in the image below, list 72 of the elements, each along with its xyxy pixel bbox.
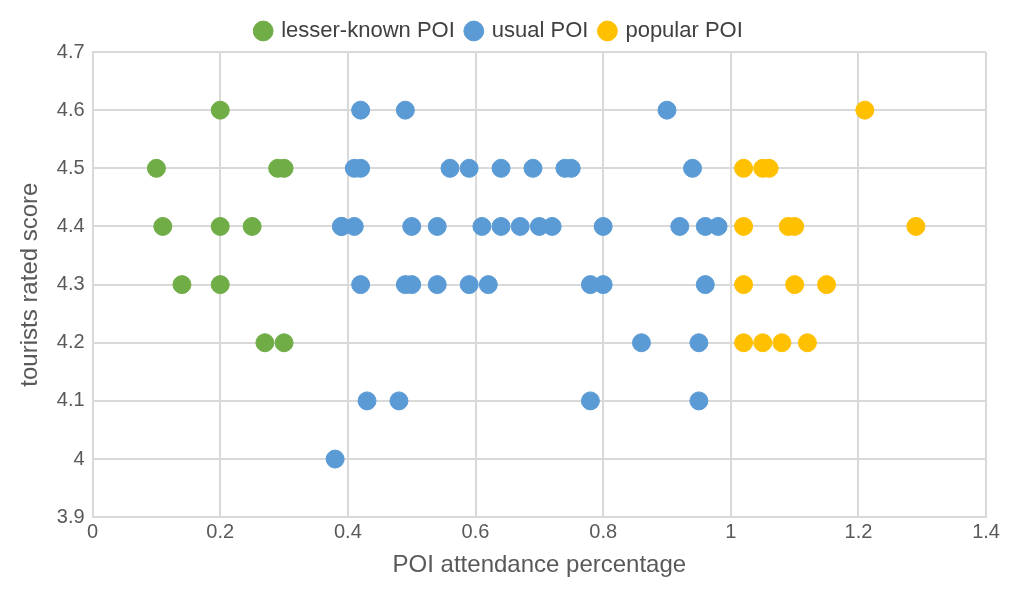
- point: [785, 275, 805, 295]
- point: [274, 333, 294, 353]
- point: [906, 216, 926, 236]
- point: [695, 275, 715, 295]
- point: [491, 216, 511, 236]
- point: [210, 275, 230, 295]
- point: [753, 333, 773, 353]
- y-tick-label: 4.3: [56, 272, 85, 295]
- point: [351, 100, 371, 120]
- point: [395, 100, 415, 120]
- point: [708, 216, 728, 236]
- y-axis-title: tourists rated score: [15, 182, 43, 387]
- point: [402, 216, 422, 236]
- y-tick-label: 4: [73, 446, 85, 469]
- point: [459, 158, 479, 178]
- point: [351, 275, 371, 295]
- point: [593, 216, 613, 236]
- point: [491, 158, 511, 178]
- point: [734, 158, 754, 178]
- point: [255, 333, 275, 353]
- x-tick-label: 1.4: [972, 519, 1000, 542]
- legend-label: lesser-known POI: [281, 17, 455, 43]
- point: [689, 333, 709, 353]
- point: [657, 100, 677, 120]
- point: [478, 275, 498, 295]
- point: [472, 216, 492, 236]
- point: [210, 216, 230, 236]
- x-tick-label: 1: [725, 519, 737, 542]
- y-tick-label: 4.7: [56, 39, 85, 62]
- point: [242, 216, 262, 236]
- point: [427, 275, 447, 295]
- y-tick-label: 4.4: [56, 213, 85, 236]
- y-tick-label: 4.1: [56, 388, 85, 411]
- x-axis-title: POI attendance percentage: [392, 550, 687, 578]
- x-tick-label: 0.2: [206, 519, 235, 542]
- point: [689, 391, 709, 411]
- point: [510, 216, 530, 236]
- legend-label: usual POI: [491, 17, 589, 43]
- point: [734, 216, 754, 236]
- x-tick-label: 0.6: [461, 519, 490, 542]
- point: [146, 158, 166, 178]
- point: [172, 275, 192, 295]
- point: [459, 275, 479, 295]
- point: [325, 449, 345, 469]
- point: [817, 275, 837, 295]
- y-tick-label: 4.6: [56, 97, 85, 120]
- point: [631, 333, 651, 353]
- point: [855, 100, 875, 120]
- point: [772, 333, 792, 353]
- point: [580, 391, 600, 411]
- x-tick-label: 0: [87, 519, 99, 542]
- point: [210, 100, 230, 120]
- point: [734, 275, 754, 295]
- point: [797, 333, 817, 353]
- legend-label: popular POI: [625, 17, 743, 43]
- x-tick-label: 0.4: [333, 519, 362, 542]
- point: [440, 158, 460, 178]
- point: [389, 391, 409, 411]
- y-tick-label: 3.9: [56, 504, 85, 527]
- point: [670, 216, 690, 236]
- y-tick-label: 4.2: [56, 330, 85, 353]
- x-tick-label: 0.8: [589, 519, 618, 542]
- y-tick-label: 4.5: [56, 155, 85, 178]
- point: [357, 391, 377, 411]
- x-tick-label: 1.2: [844, 519, 873, 542]
- point: [427, 216, 447, 236]
- point: [683, 158, 703, 178]
- point: [542, 216, 562, 236]
- point: [593, 275, 613, 295]
- point: [153, 216, 173, 236]
- point: [523, 158, 543, 178]
- point: [734, 333, 754, 353]
